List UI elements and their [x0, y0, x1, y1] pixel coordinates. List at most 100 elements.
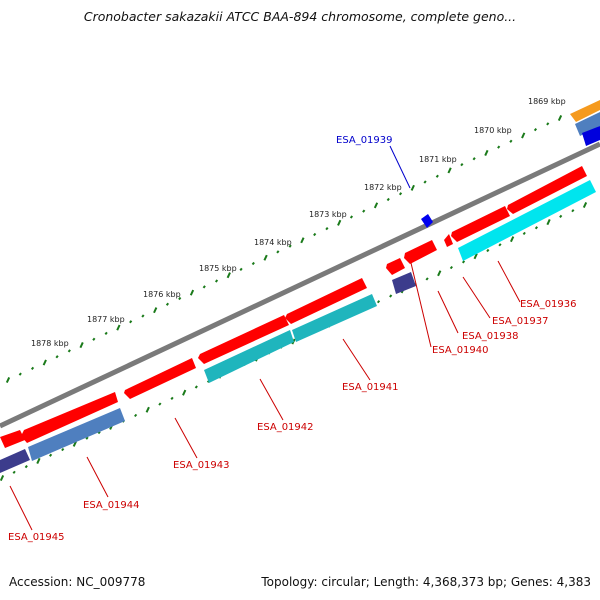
outer-tick-mark	[373, 202, 379, 209]
outer-tick-mark	[276, 250, 280, 254]
inner-tick-mark	[145, 406, 150, 413]
inner-tick-mark	[571, 209, 575, 213]
scale-tick-label: 1871 kbp	[419, 155, 457, 164]
gene-label[interactable]: ESA_01942	[257, 422, 314, 433]
inner-tick-mark	[473, 253, 478, 260]
inner-tick-mark	[134, 413, 138, 418]
outer-tick-mark	[484, 149, 489, 156]
outer-tick-mark	[546, 122, 550, 126]
gene-label[interactable]: ESA_01945	[8, 532, 65, 543]
genome-map[interactable]: 1869 kbp 1870 kbp 1871 kbp 1872 kbp 1873 kbp…	[0, 0, 600, 570]
feature-esa-01944[interactable]	[21, 392, 118, 443]
scale-tick-label: 1878 kbp	[31, 339, 69, 348]
scale-tick-label: 1870 kbp	[474, 126, 512, 135]
feature-steel-esa-01944[interactable]	[28, 408, 125, 461]
gene-label[interactable]: ESA_01937	[492, 316, 549, 327]
outer-tick-mark	[251, 261, 255, 266]
outer-tick-mark	[153, 307, 158, 314]
outer-tick-mark	[129, 320, 133, 324]
inner-tick-mark	[425, 277, 429, 281]
inner-tick-mark	[559, 214, 563, 218]
feature-esa-01945[interactable]	[0, 430, 25, 448]
gene-label[interactable]: ESA_01940	[432, 345, 489, 356]
outer-tick-mark	[300, 237, 305, 244]
feature-esa-01937[interactable]	[451, 206, 510, 242]
outer-tick-mark	[509, 139, 513, 143]
feature-navy-esa-01940[interactable]	[392, 272, 416, 294]
feature-esa-01941[interactable]	[285, 278, 367, 324]
inner-tick-mark	[61, 447, 65, 452]
outer-tick-mark	[189, 289, 195, 296]
outer-tick-mark	[67, 349, 71, 353]
inner-tick-mark	[449, 265, 453, 270]
outer-tick-mark	[398, 192, 403, 196]
inner-tick-mark	[498, 243, 502, 247]
gene-leader-line-highlight	[389, 145, 411, 189]
feature-cyan-esa-01937[interactable]	[458, 180, 596, 261]
outer-tick-mark	[214, 279, 219, 283]
feature-steelblue-top[interactable]	[575, 112, 600, 136]
outer-tick-mark	[116, 324, 121, 331]
feature-cyan-esa-01942[interactable]	[204, 330, 294, 383]
feature-esa-01939[interactable]	[421, 214, 433, 228]
scale-tick-label: 1876 kbp	[143, 290, 181, 299]
gene-label[interactable]: ESA_01936	[520, 299, 577, 310]
outer-tick-mark	[104, 331, 108, 336]
gene-label[interactable]: ESA_01944	[83, 500, 140, 511]
map-title: Cronobacter sakazakii ATCC BAA-894 chrom…	[83, 9, 517, 24]
feature-navy-left[interactable]	[0, 449, 30, 473]
inner-tick-mark	[376, 300, 381, 304]
outer-tick-mark	[460, 162, 464, 167]
outer-tick-mark	[79, 342, 84, 349]
gene-label[interactable]: ESA_01939	[336, 135, 393, 146]
inner-tick-mark	[522, 231, 526, 236]
outer-tick-mark	[386, 197, 390, 202]
feature-blue-top[interactable]	[582, 126, 600, 146]
scale-tick-labels: 1869 kbp 1870 kbp 1871 kbp 1872 kbp 1873 kbp…	[31, 97, 566, 348]
outer-tick-mark	[435, 174, 439, 178]
feature-esa-01936[interactable]	[507, 166, 587, 214]
gene-features	[0, 100, 600, 473]
feature-orange[interactable]	[570, 100, 600, 122]
outer-tick-mark	[349, 215, 354, 219]
outer-scale-ticks	[5, 114, 563, 384]
gene-label[interactable]: ESA_01938	[462, 331, 519, 342]
inner-tick-mark	[534, 226, 538, 230]
outer-tick-mark	[497, 145, 501, 149]
gene-label[interactable]: ESA_01943	[173, 460, 230, 471]
inner-tick-mark	[12, 470, 16, 474]
outer-tick-mark	[141, 314, 145, 318]
feature-esa-01938[interactable]	[404, 240, 437, 264]
outer-tick-mark	[557, 114, 563, 122]
outer-tick-mark	[325, 226, 329, 231]
gene-leader-line	[174, 417, 198, 459]
gene-label[interactable]: ESA_01941	[342, 382, 399, 393]
outer-tick-mark	[239, 267, 243, 272]
inner-tick-mark	[158, 402, 162, 406]
gene-leader-line	[259, 378, 284, 421]
scale-tick-label: 1875 kbp	[199, 264, 237, 273]
backbone-line	[0, 141, 600, 429]
feature-esa-01943[interactable]	[124, 358, 196, 399]
inner-tick-mark	[582, 201, 588, 209]
gene-leader-line	[410, 262, 432, 348]
feature-esa-01942[interactable]	[198, 315, 289, 364]
inner-tick-mark	[24, 465, 28, 469]
gene-leader-line	[462, 276, 491, 319]
feature-cyan-esa-01941[interactable]	[292, 294, 377, 342]
inner-tick-mark	[510, 236, 515, 243]
feature-esa-01940[interactable]	[386, 258, 405, 275]
scale-tick-label: 1877 kbp	[87, 315, 125, 324]
scale-tick-label: 1874 kbp	[254, 238, 292, 247]
inner-tick-mark	[85, 436, 89, 440]
inner-tick-mark	[194, 385, 198, 389]
outer-tick-mark	[423, 180, 427, 184]
outer-tick-mark	[521, 132, 526, 139]
outer-tick-mark	[313, 232, 317, 237]
outer-tick-mark	[472, 157, 476, 161]
gene-leader-line	[86, 456, 109, 498]
feature-esa-01938b[interactable]	[444, 234, 453, 247]
inner-tick-mark	[546, 219, 551, 226]
inner-tick-mark	[36, 457, 41, 464]
outer-tick-mark	[18, 372, 22, 376]
